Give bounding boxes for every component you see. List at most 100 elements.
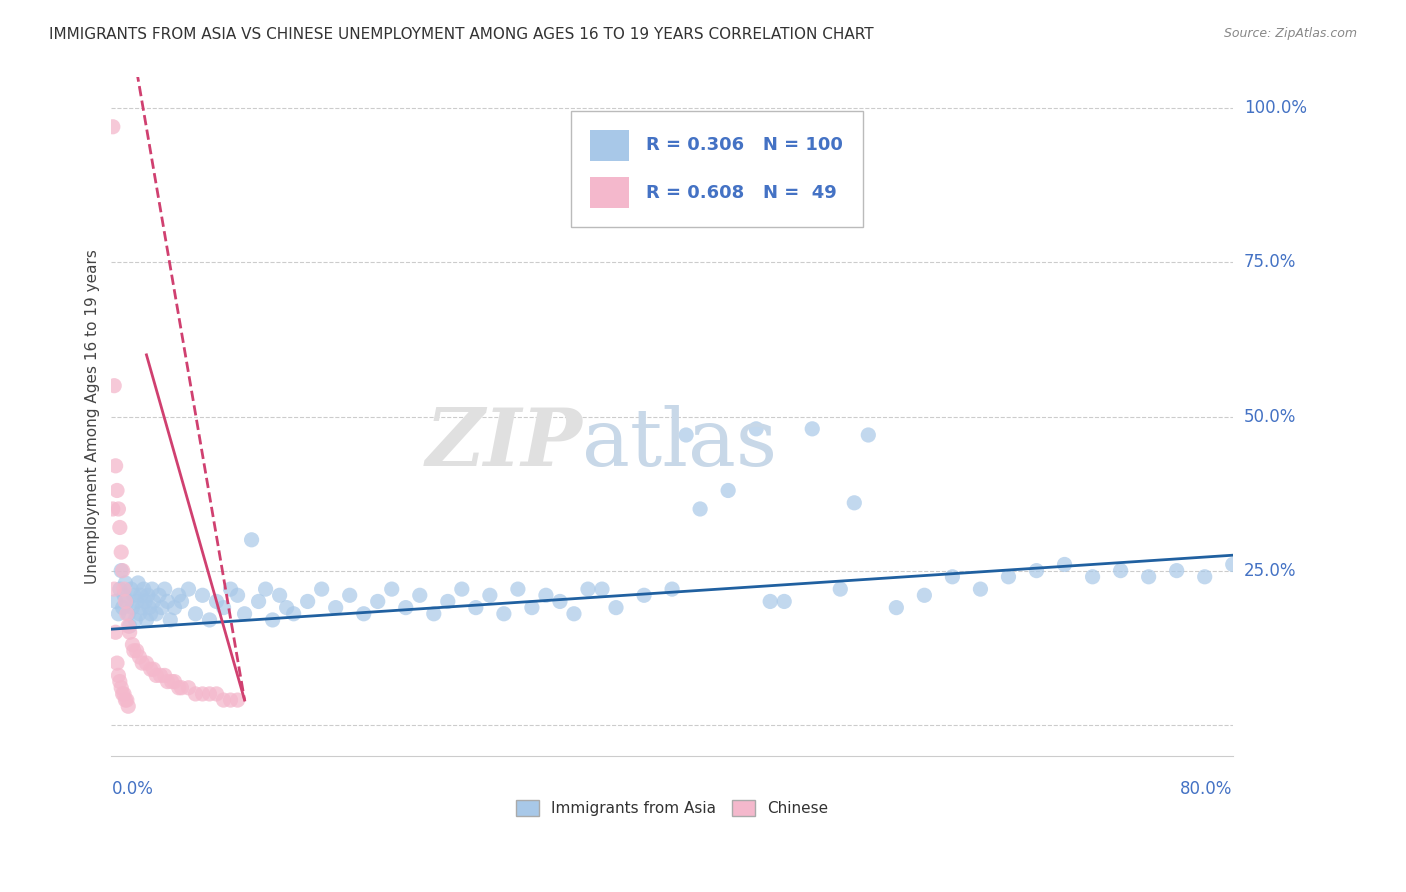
Point bbox=[198, 613, 221, 627]
Point bbox=[111, 687, 134, 701]
Point bbox=[311, 582, 333, 596]
Point bbox=[1053, 558, 1076, 572]
Point bbox=[478, 588, 501, 602]
Point bbox=[149, 668, 172, 682]
Point bbox=[153, 582, 176, 596]
Point bbox=[830, 582, 852, 596]
Point bbox=[492, 607, 515, 621]
Point bbox=[107, 502, 129, 516]
Point bbox=[114, 693, 136, 707]
Point bbox=[163, 674, 186, 689]
Point bbox=[108, 582, 131, 596]
Point bbox=[276, 600, 298, 615]
Point bbox=[110, 564, 132, 578]
Point bbox=[101, 502, 124, 516]
Text: ZIP: ZIP bbox=[426, 405, 582, 483]
Point bbox=[717, 483, 740, 498]
Point bbox=[506, 582, 529, 596]
Point bbox=[1081, 570, 1104, 584]
Point bbox=[112, 588, 135, 602]
Point bbox=[167, 588, 190, 602]
Point bbox=[121, 638, 143, 652]
Point bbox=[101, 120, 124, 134]
Point bbox=[240, 533, 263, 547]
Point bbox=[233, 607, 256, 621]
Point bbox=[163, 600, 186, 615]
Point bbox=[219, 582, 242, 596]
Point bbox=[844, 496, 866, 510]
Point bbox=[112, 582, 135, 596]
Point bbox=[104, 458, 127, 473]
Point bbox=[177, 681, 200, 695]
Point bbox=[167, 681, 190, 695]
Point bbox=[139, 607, 162, 621]
Point bbox=[105, 483, 128, 498]
Point bbox=[159, 613, 181, 627]
Point bbox=[801, 422, 824, 436]
Point bbox=[111, 600, 134, 615]
Point bbox=[184, 687, 207, 701]
Point bbox=[117, 607, 139, 621]
Point bbox=[115, 693, 138, 707]
Point bbox=[177, 582, 200, 596]
Point bbox=[107, 668, 129, 682]
Point bbox=[381, 582, 404, 596]
Text: R = 0.608   N =  49: R = 0.608 N = 49 bbox=[647, 184, 837, 202]
Point bbox=[142, 662, 165, 676]
Point bbox=[122, 644, 145, 658]
Point bbox=[191, 588, 214, 602]
Point bbox=[142, 594, 165, 608]
Point bbox=[254, 582, 277, 596]
Point bbox=[122, 588, 145, 602]
Point bbox=[156, 594, 179, 608]
Point bbox=[103, 582, 125, 596]
Point bbox=[135, 613, 157, 627]
Text: 75.0%: 75.0% bbox=[1244, 253, 1296, 271]
Point bbox=[205, 687, 228, 701]
Point bbox=[353, 607, 375, 621]
Point bbox=[886, 600, 908, 615]
Point bbox=[759, 594, 782, 608]
Point bbox=[191, 687, 214, 701]
Text: 80.0%: 80.0% bbox=[1181, 780, 1233, 798]
Point bbox=[115, 594, 138, 608]
Point bbox=[283, 607, 305, 621]
Point bbox=[131, 600, 153, 615]
Point bbox=[118, 625, 141, 640]
Point bbox=[105, 656, 128, 670]
Point bbox=[125, 644, 148, 658]
Y-axis label: Unemployment Among Ages 16 to 19 years: Unemployment Among Ages 16 to 19 years bbox=[86, 249, 100, 584]
Point bbox=[212, 693, 235, 707]
Point bbox=[409, 588, 432, 602]
Point bbox=[108, 674, 131, 689]
Point bbox=[436, 594, 458, 608]
Point bbox=[464, 600, 486, 615]
Point bbox=[112, 687, 135, 701]
Point bbox=[129, 588, 152, 602]
Point bbox=[212, 600, 235, 615]
Point bbox=[395, 600, 418, 615]
Point bbox=[773, 594, 796, 608]
Point bbox=[1222, 558, 1244, 572]
Point bbox=[118, 619, 141, 633]
Point bbox=[150, 600, 173, 615]
Point bbox=[136, 588, 159, 602]
Point bbox=[997, 570, 1019, 584]
FancyBboxPatch shape bbox=[591, 130, 630, 161]
Point bbox=[153, 668, 176, 682]
Point bbox=[534, 588, 557, 602]
Point bbox=[969, 582, 991, 596]
Point bbox=[131, 656, 153, 670]
Point bbox=[262, 613, 284, 627]
Point bbox=[1025, 564, 1047, 578]
Point bbox=[184, 607, 207, 621]
Text: 50.0%: 50.0% bbox=[1244, 408, 1296, 425]
Point bbox=[689, 502, 711, 516]
Point bbox=[141, 582, 163, 596]
Point bbox=[145, 668, 167, 682]
Point bbox=[170, 681, 193, 695]
Point bbox=[114, 594, 136, 608]
Point bbox=[117, 699, 139, 714]
Point bbox=[912, 588, 935, 602]
Point bbox=[104, 594, 127, 608]
